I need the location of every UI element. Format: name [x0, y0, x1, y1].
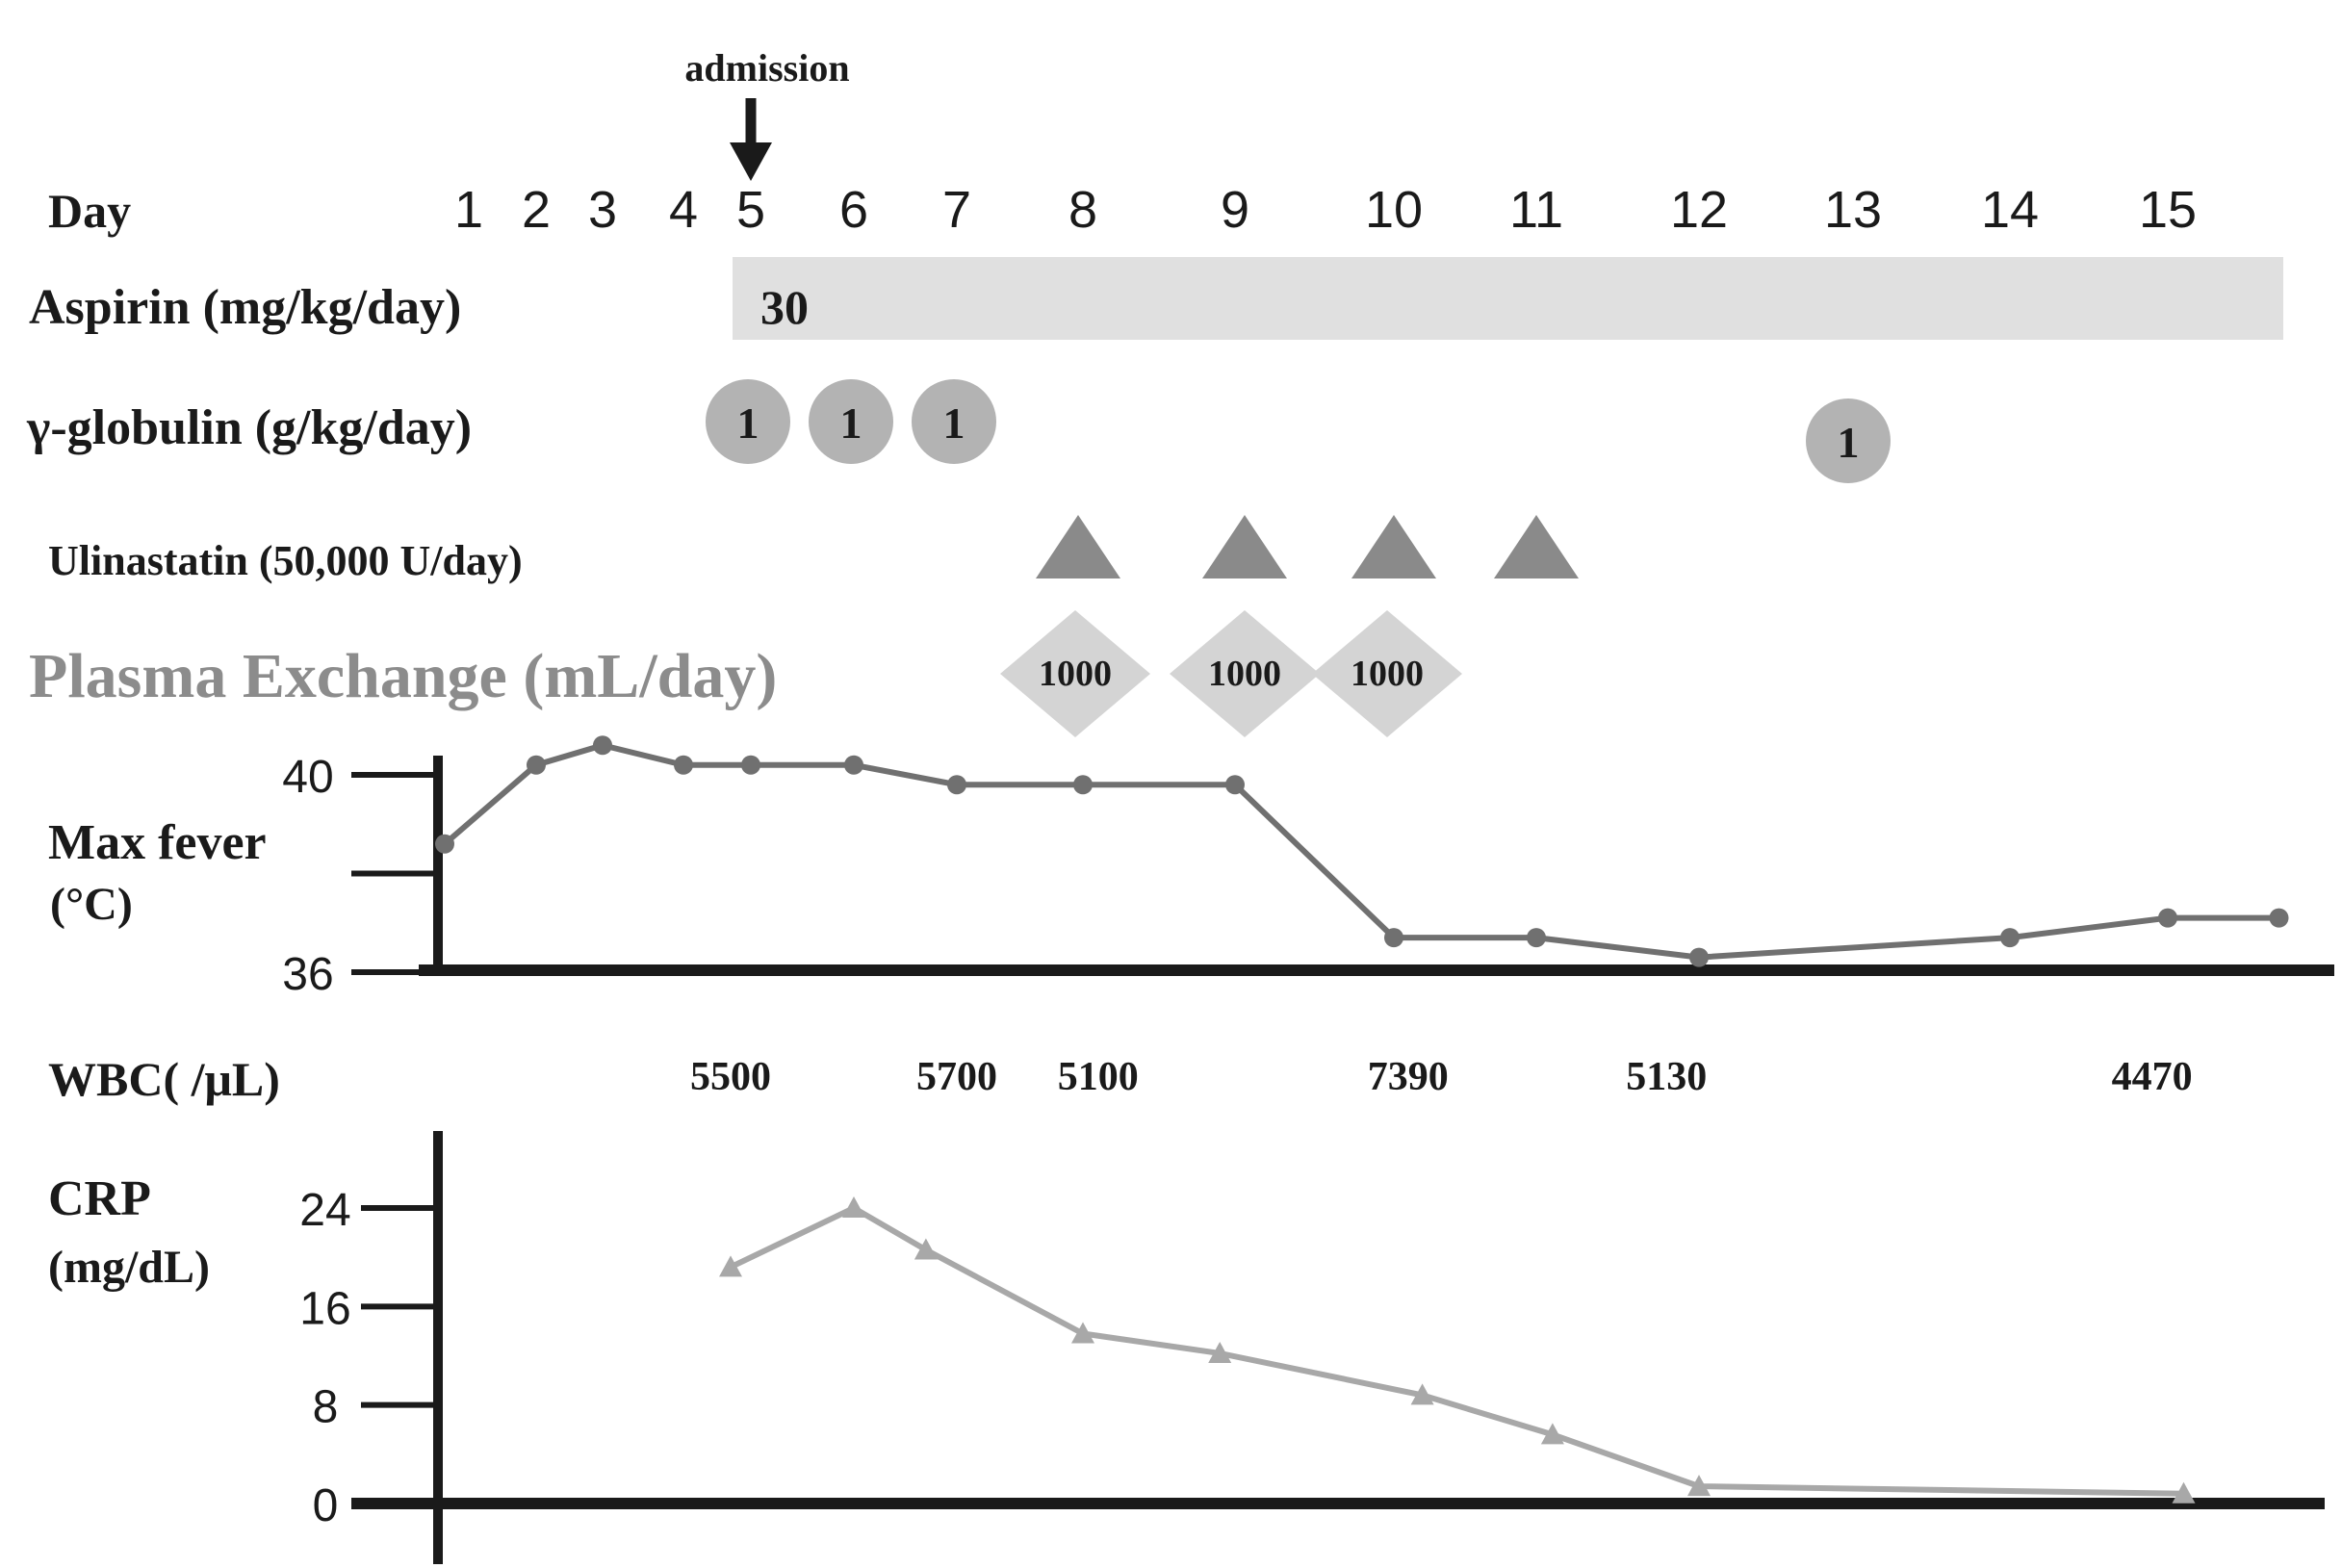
day-tick-label: 3: [588, 181, 617, 239]
wbc-value: 5130: [1626, 1055, 1707, 1099]
aspirin-bar: [733, 257, 2283, 340]
plasma-exchange-value: 1000: [1208, 654, 1281, 694]
day-tick-label: 15: [2139, 181, 2197, 239]
fever-point: [1073, 775, 1093, 795]
day-tick-label: 12: [1670, 181, 1728, 239]
day-tick-label: 9: [1221, 181, 1249, 239]
fever-point: [2269, 908, 2289, 928]
crp-tick-label: 16: [299, 1283, 350, 1334]
plasma-exchange-value: 1000: [1351, 654, 1424, 694]
ulinastatin-triangle: [1202, 515, 1287, 578]
fever-point: [2158, 908, 2177, 928]
fever-point: [1689, 947, 1709, 967]
fever-point: [1527, 928, 1546, 948]
day-tick-label: 13: [1824, 181, 1882, 239]
fever-point: [1384, 928, 1403, 948]
day-tick-label: 1: [454, 181, 483, 239]
fever-point: [527, 755, 546, 775]
fever-point: [844, 755, 863, 775]
fever-tick-label: 36: [282, 949, 333, 1000]
globulin-dose-value: 1: [943, 398, 965, 448]
ulinastatin-triangle: [1351, 515, 1436, 578]
wbc-label: WBC( /μL): [48, 1052, 280, 1106]
fever-point: [674, 755, 693, 775]
fever-point: [593, 735, 612, 756]
ulinastatin-label: Ulinastatin (50,000 U/day): [48, 537, 523, 584]
crp-panel: 0 8 16 24 CRP (mg/dL): [48, 1131, 2325, 1564]
aspirin-value: 30: [760, 280, 809, 334]
plasma-exchange-value: 1000: [1039, 654, 1112, 694]
globulin-label: γ-globulin (g/kg/day): [26, 400, 472, 455]
day-axis: Day 1 2 3 4 5 6 7 8 9 10 11 12 13 14 15: [48, 181, 2197, 239]
fever-label: Max fever: [48, 815, 267, 870]
wbc-value: 5500: [690, 1055, 771, 1099]
fever-point: [947, 775, 966, 795]
day-tick-label: 2: [522, 181, 551, 239]
crp-point: [1071, 1322, 1094, 1344]
fever-line: [443, 742, 2279, 961]
plasma-exchange-label: Plasma Exchange (mL/day): [29, 641, 777, 711]
fever-point: [741, 755, 760, 775]
wbc-value: 4470: [2112, 1055, 2193, 1099]
ulinastatin-triangle: [1494, 515, 1579, 578]
globulin-dose-value: 1: [1838, 418, 1860, 467]
day-tick-label: 5: [736, 181, 765, 239]
wbc-value: 5700: [916, 1055, 997, 1099]
crp-label: CRP: [48, 1171, 151, 1226]
day-tick-label: 4: [669, 181, 698, 239]
fever-point: [435, 834, 454, 854]
crp-tick-label: 0: [313, 1480, 339, 1531]
crp-point: [1208, 1341, 1232, 1363]
crp-point: [1687, 1475, 1711, 1497]
plasma-exchange-diamond: [1000, 610, 1150, 737]
crp-point: [914, 1238, 938, 1260]
day-tick-label: 10: [1365, 181, 1423, 239]
globulin-dose-circle: [1806, 398, 1891, 483]
globulin-dose-value: 1: [840, 398, 862, 448]
fever-unit: (°C): [50, 879, 133, 930]
crp-point: [1410, 1383, 1434, 1405]
crp-unit: (mg/dL): [48, 1242, 210, 1293]
plasma-exchange-diamond: [1170, 610, 1320, 737]
day-tick-label: 11: [1509, 181, 1563, 239]
crp-tick-label: 24: [299, 1185, 350, 1236]
crp-tick-label: 8: [313, 1382, 339, 1433]
crp-point: [2172, 1481, 2196, 1504]
day-tick-label: 14: [1981, 181, 2039, 239]
plasma-exchange-diamond: [1312, 610, 1462, 737]
aspirin-label: Aspirin (mg/kg/day): [29, 280, 461, 335]
day-label: Day: [48, 184, 131, 238]
globulin-dose-circle: [809, 379, 893, 464]
treatment-rows: Aspirin (mg/kg/day) 30 γ-globulin (g/kg/da…: [26, 257, 2283, 737]
globulin-dose-circle: [706, 379, 790, 464]
wbc-value: 7390: [1368, 1055, 1449, 1099]
globulin-dose-circle: [912, 379, 996, 464]
admission-label: admission: [684, 46, 849, 90]
ulinastatin-triangle: [1036, 515, 1120, 578]
wbc-value: 5100: [1058, 1055, 1139, 1099]
crp-line: [729, 1204, 2184, 1497]
globulin-dose-value: 1: [737, 398, 759, 448]
fever-point: [2000, 928, 2020, 948]
wbc-row: WBC( /μL) 5500 5700 5100 7390 5130 4470: [48, 1052, 2193, 1106]
day-tick-label: 8: [1068, 181, 1097, 239]
fever-tick-label: 40: [282, 752, 333, 803]
fever-point: [1225, 775, 1245, 795]
crp-point: [842, 1196, 865, 1218]
fever-panel: 36 40 Max fever (°C): [48, 735, 2334, 1000]
day-tick-label: 7: [942, 181, 971, 239]
day-tick-label: 6: [839, 181, 868, 239]
crp-point: [719, 1255, 742, 1277]
admission-arrow-head: [730, 142, 772, 181]
crp-point: [1540, 1423, 1564, 1445]
header-group: admission: [684, 46, 850, 181]
